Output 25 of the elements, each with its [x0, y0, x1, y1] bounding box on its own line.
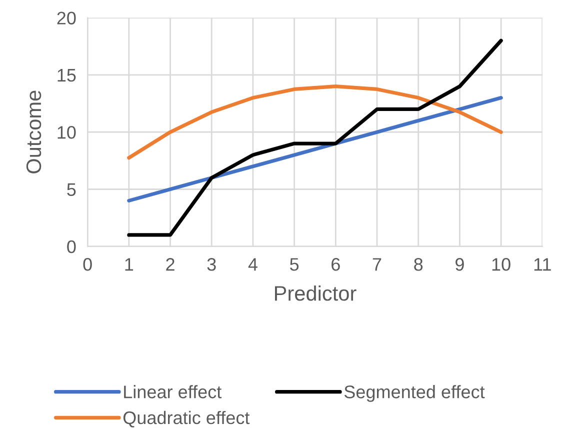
x-tick-label: 2 [166, 258, 174, 271]
line-series [127, 38, 503, 237]
x-tick-label: 5 [290, 258, 299, 271]
x-axis-title: Predictor [275, 285, 356, 301]
legend-label: Linear effect [124, 385, 222, 398]
y-tick-label: 5 [67, 183, 76, 196]
x-tick-label: 7 [372, 258, 382, 271]
y-tick-label: 20 [57, 12, 76, 24]
legend-label: Quadratic effect [123, 410, 250, 428]
x-tick-label: 0 [83, 258, 92, 271]
y-tick-label: 15 [58, 69, 76, 82]
x-tick-label: 6 [332, 258, 340, 271]
y-axis-title: Outcome [26, 90, 42, 174]
y-tick-label: 0 [67, 240, 76, 254]
y-tick-label: 10 [58, 126, 76, 139]
legend-label: Segmented effect [344, 385, 485, 402]
x-tick-label: 9 [456, 258, 464, 271]
x-tick-label: 10 [492, 258, 510, 271]
x-tick-label: 11 [534, 258, 551, 271]
x-tick-label: 1 [125, 258, 134, 271]
x-tick-label: 3 [207, 258, 216, 271]
line-series [127, 96, 503, 202]
line-series [127, 84, 503, 160]
x-tick-label: 8 [414, 258, 423, 271]
x-tick-label: 4 [248, 258, 258, 271]
